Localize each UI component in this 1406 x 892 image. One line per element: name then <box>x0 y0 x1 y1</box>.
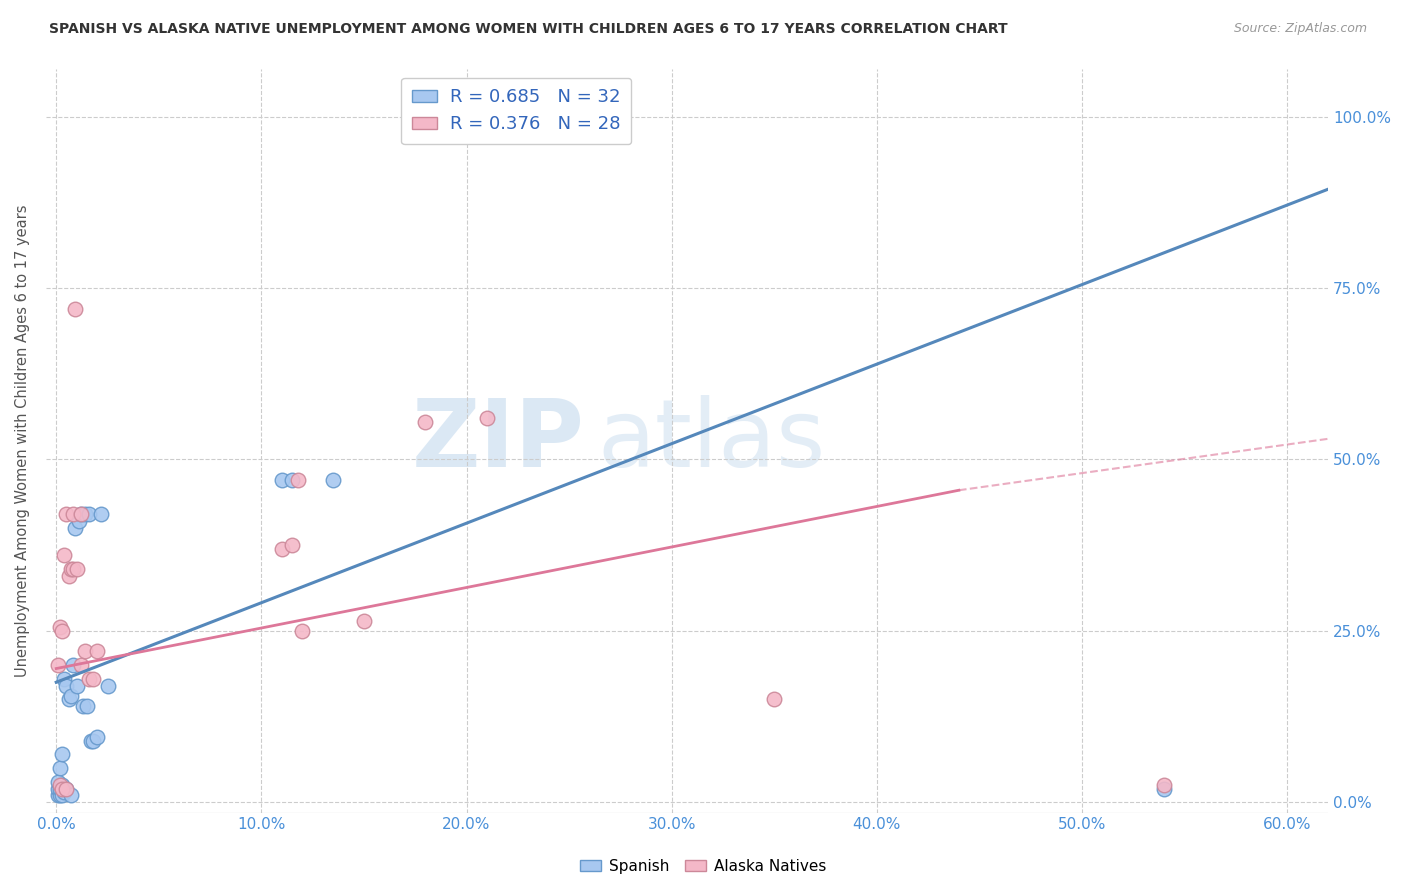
Point <box>46 781 69 796</box>
Point <box>59 689 82 703</box>
Text: ZIP: ZIP <box>412 394 585 486</box>
Point <box>59 562 82 576</box>
Point <box>1153 778 1175 792</box>
Point <box>70 658 93 673</box>
Point <box>475 411 498 425</box>
Point <box>63 521 86 535</box>
Point <box>270 473 292 487</box>
Legend: R = 0.685   N = 32, R = 0.376   N = 28: R = 0.685 N = 32, R = 0.376 N = 28 <box>401 78 631 145</box>
Point <box>77 672 100 686</box>
Point <box>353 614 375 628</box>
Point <box>82 733 104 747</box>
Point <box>287 473 309 487</box>
Legend: Spanish, Alaska Natives: Spanish, Alaska Natives <box>574 853 832 880</box>
Point <box>270 541 292 556</box>
Point <box>67 514 90 528</box>
Point <box>62 658 84 673</box>
Point <box>49 778 72 792</box>
Point <box>322 473 344 487</box>
Point <box>51 778 73 792</box>
Point <box>763 692 786 706</box>
Point <box>46 789 69 803</box>
Point <box>415 415 437 429</box>
Point <box>63 301 86 316</box>
Point <box>49 789 72 803</box>
Y-axis label: Unemployment Among Women with Children Ages 6 to 17 years: Unemployment Among Women with Children A… <box>15 204 30 677</box>
Point <box>53 785 76 799</box>
Point <box>1153 781 1175 796</box>
Point <box>53 549 76 563</box>
Point <box>66 679 89 693</box>
Point <box>281 473 304 487</box>
Point <box>46 658 69 673</box>
Point <box>51 789 73 803</box>
Point <box>51 747 73 762</box>
Point <box>55 508 77 522</box>
Point <box>59 789 82 803</box>
Point <box>72 699 94 714</box>
Text: atlas: atlas <box>598 394 825 486</box>
Point <box>86 644 108 658</box>
Point <box>76 699 98 714</box>
Point <box>46 774 69 789</box>
Point <box>90 508 112 522</box>
Point <box>49 781 72 796</box>
Point <box>62 562 84 576</box>
Point <box>86 730 108 744</box>
Point <box>281 538 304 552</box>
Point <box>96 679 118 693</box>
Point <box>51 624 73 638</box>
Point <box>58 569 80 583</box>
Point <box>66 562 89 576</box>
Point <box>51 781 73 796</box>
Point <box>62 508 84 522</box>
Point <box>55 781 77 796</box>
Point <box>49 761 72 775</box>
Point <box>291 624 314 638</box>
Point <box>55 679 77 693</box>
Point <box>55 781 77 796</box>
Point <box>58 692 80 706</box>
Point <box>80 733 103 747</box>
Text: Source: ZipAtlas.com: Source: ZipAtlas.com <box>1233 22 1367 36</box>
Point <box>53 672 76 686</box>
Point <box>77 508 100 522</box>
Point <box>73 644 96 658</box>
Point <box>70 508 93 522</box>
Point <box>82 672 104 686</box>
Point <box>49 620 72 634</box>
Point <box>73 508 96 522</box>
Point <box>70 508 93 522</box>
Text: SPANISH VS ALASKA NATIVE UNEMPLOYMENT AMONG WOMEN WITH CHILDREN AGES 6 TO 17 YEA: SPANISH VS ALASKA NATIVE UNEMPLOYMENT AM… <box>49 22 1008 37</box>
